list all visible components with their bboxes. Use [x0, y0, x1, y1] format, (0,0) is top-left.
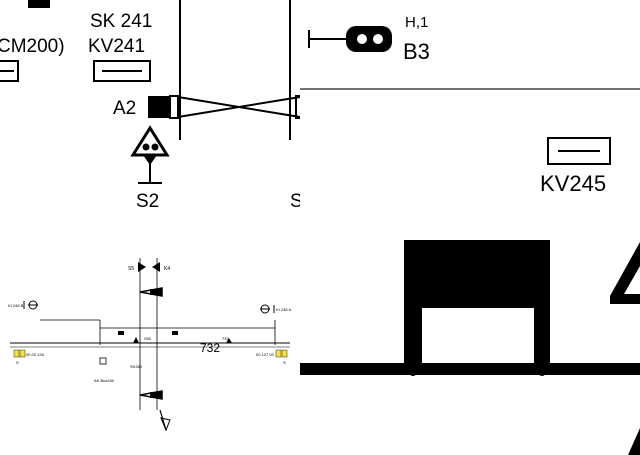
- label-track-num-2: 732: [222, 336, 229, 341]
- label-right-s: S: [283, 360, 286, 365]
- label-h1: H,1: [405, 14, 428, 31]
- label-sig-top-left: S5: [128, 266, 134, 272]
- signal-block-topleft: [28, 0, 50, 8]
- label-track-num-1: 732: [200, 341, 220, 355]
- label-kv241: KV241: [88, 36, 145, 57]
- label-right-code: 00 127 00: [256, 352, 275, 357]
- label-left-s: S: [16, 360, 19, 365]
- label-sub-mid: SK340: [130, 364, 143, 369]
- panel-top-right: H,1 B3 KV245: [300, 0, 640, 225]
- label-b3: B3: [403, 39, 430, 64]
- label-s2: S2: [136, 191, 159, 212]
- yellow-marker-right: [275, 349, 282, 358]
- label-cm200: CM200): [0, 36, 65, 57]
- b3-signal-head: [346, 26, 392, 52]
- label-sk241: SK 241: [90, 11, 152, 32]
- panel-bottom-right: [300, 225, 640, 455]
- label-sig-top-right: K4: [164, 266, 170, 272]
- label-sub-left: AK Bus340: [94, 378, 115, 383]
- panel-top-left: SK 241 CM200) KV241 A2 S2 S: [0, 0, 303, 225]
- a2-signal-block: [148, 96, 170, 118]
- kv245-box: [547, 137, 611, 165]
- label-kv245: KV245: [540, 171, 606, 196]
- label-left-signal: KI 248 B: [8, 303, 24, 308]
- zoomed-rail: [300, 363, 640, 375]
- yellow-marker-left: [13, 349, 20, 358]
- label-right-signal: KI 246 A: [276, 307, 291, 312]
- zoomed-signal-block: [404, 240, 550, 370]
- label-left-code: 00 00 126: [26, 352, 45, 357]
- kv241-box: [93, 60, 151, 82]
- label-s-cut: S: [290, 191, 303, 212]
- zoomed-glyph-fragment: [610, 242, 640, 304]
- cm200-box: [0, 60, 19, 82]
- panel-bottom-left: S5 K4 KI 248 B KI 246 A 00 00 126 S 00 1…: [0, 225, 300, 455]
- label-a2: A2: [113, 98, 136, 119]
- label-center-sm: S50: [144, 336, 152, 341]
